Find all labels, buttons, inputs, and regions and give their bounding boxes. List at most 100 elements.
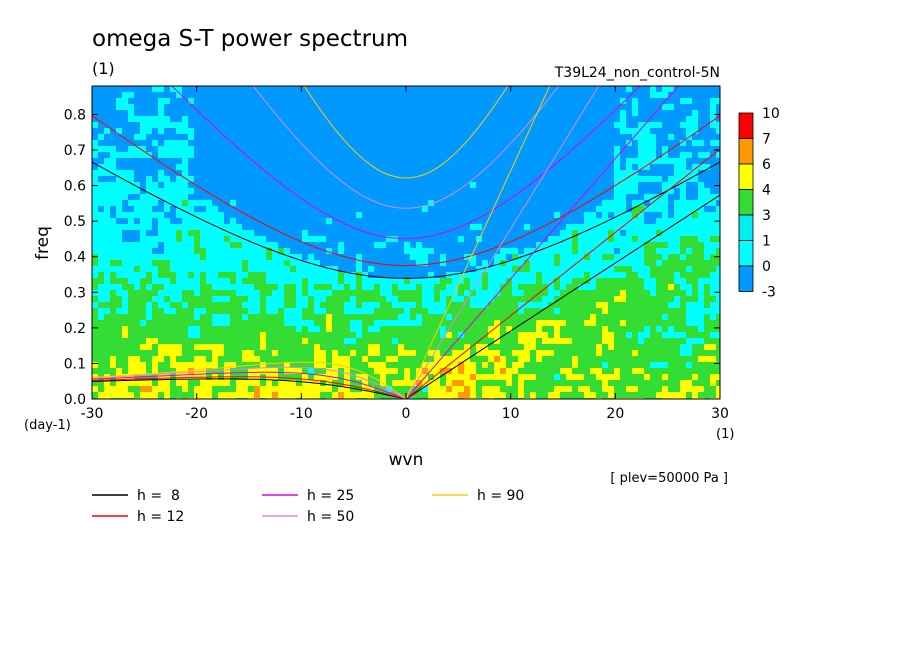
field-cell [410, 212, 417, 219]
field-cell [122, 200, 129, 207]
field-cell [626, 146, 633, 153]
field-cell [350, 164, 357, 171]
field-cell [404, 158, 411, 165]
field-cell [266, 368, 273, 375]
field-cell [362, 392, 369, 399]
field-cell [350, 104, 357, 111]
field-cell [260, 386, 267, 393]
field-cell [248, 278, 255, 285]
field-cell [128, 290, 135, 297]
field-cell [224, 134, 231, 141]
field-cell [290, 368, 297, 375]
field-cell [620, 290, 627, 297]
field-cell [554, 314, 561, 321]
field-cell [242, 362, 249, 369]
field-cell [482, 332, 489, 339]
field-cell [170, 386, 177, 393]
field-cell [188, 104, 195, 111]
field-cell [272, 128, 279, 135]
field-cell [158, 368, 165, 375]
field-cell [176, 350, 183, 357]
field-cell [368, 248, 375, 255]
field-cell [458, 176, 465, 183]
field-cell [512, 146, 519, 153]
field-cell [230, 242, 237, 249]
field-cell [422, 308, 429, 315]
field-cell [254, 194, 261, 201]
field-cell [302, 116, 309, 123]
field-cell [566, 110, 573, 117]
field-cell [512, 368, 519, 375]
field-cell [644, 230, 651, 237]
field-cell [212, 182, 219, 189]
field-cell [122, 392, 129, 399]
field-cell [464, 230, 471, 237]
field-cell [176, 140, 183, 147]
field-cell [380, 278, 387, 285]
field-cell [98, 386, 105, 393]
field-cell [212, 308, 219, 315]
field-cell [98, 320, 105, 327]
field-cell [116, 242, 123, 249]
field-cell [188, 116, 195, 123]
field-cell [410, 140, 417, 147]
field-cell [590, 338, 597, 345]
field-cell [338, 170, 345, 177]
field-cell [368, 344, 375, 351]
field-cell [590, 188, 597, 195]
field-cell [434, 326, 441, 333]
field-cell [572, 86, 579, 93]
field-cell [452, 344, 459, 351]
field-cell [128, 212, 135, 219]
field-cell [464, 212, 471, 219]
field-cell [320, 206, 327, 213]
field-cell [164, 230, 171, 237]
field-cell [632, 308, 639, 315]
field-cell [176, 302, 183, 309]
field-cell [524, 200, 531, 207]
field-cell [110, 302, 117, 309]
field-cell [488, 212, 495, 219]
field-cell [230, 278, 237, 285]
field-cell [446, 110, 453, 117]
field-cell [104, 92, 111, 99]
field-cell [140, 386, 147, 393]
field-cell [116, 362, 123, 369]
field-cell [632, 296, 639, 303]
field-cell [572, 290, 579, 297]
field-cell [632, 182, 639, 189]
field-cell [650, 386, 657, 393]
field-cell [260, 326, 267, 333]
field-cell [542, 284, 549, 291]
field-cell [554, 140, 561, 147]
field-cell [434, 224, 441, 231]
field-cell [140, 350, 147, 357]
field-cell [188, 332, 195, 339]
field-cell [650, 206, 657, 213]
field-cell [164, 254, 171, 261]
field-cell [254, 266, 261, 273]
field-cell [452, 146, 459, 153]
field-cell [332, 164, 339, 171]
field-cell [620, 158, 627, 165]
field-cell [380, 170, 387, 177]
field-cell [440, 170, 447, 177]
field-cell [608, 344, 615, 351]
field-cell [434, 152, 441, 159]
field-cell [356, 170, 363, 177]
field-cell [260, 212, 267, 219]
field-cell [440, 218, 447, 225]
field-cell [476, 362, 483, 369]
field-cell [272, 338, 279, 345]
field-cell [524, 320, 531, 327]
field-cell [140, 254, 147, 261]
field-cell [218, 170, 225, 177]
field-cell [464, 284, 471, 291]
field-cell [644, 206, 651, 213]
field-cell [638, 278, 645, 285]
field-cell [212, 128, 219, 135]
field-cell [608, 140, 615, 147]
field-cell [566, 314, 573, 321]
field-cell [644, 248, 651, 255]
field-cell [596, 278, 603, 285]
